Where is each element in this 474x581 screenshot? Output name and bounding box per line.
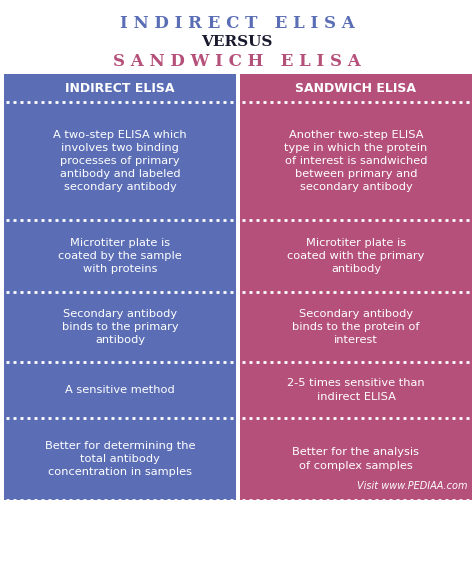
Text: A two-step ELISA which
involves two binding
processes of primary
antibody and la: A two-step ELISA which involves two bind… — [53, 130, 187, 192]
Bar — [4, 292, 236, 362]
Text: Microtiter plate is
coated by the sample
with proteins: Microtiter plate is coated by the sample… — [58, 238, 182, 274]
Text: A sensitive method: A sensitive method — [65, 385, 175, 395]
Text: Secondary antibody
binds to the protein of
interest: Secondary antibody binds to the protein … — [292, 309, 420, 345]
Bar — [240, 220, 472, 292]
Text: SANDWICH ELISA: SANDWICH ELISA — [295, 81, 417, 95]
Text: S A N D W I C H   E L I S A: S A N D W I C H E L I S A — [113, 52, 361, 70]
Bar — [4, 102, 236, 220]
Text: Better for the analysis
of complex samples: Better for the analysis of complex sampl… — [292, 447, 419, 471]
Bar — [240, 102, 472, 220]
Text: Another two-step ELISA
type in which the protein
of interest is sandwiched
betwe: Another two-step ELISA type in which the… — [284, 130, 428, 192]
Text: Secondary antibody
binds to the primary
antibody: Secondary antibody binds to the primary … — [62, 309, 178, 345]
Text: I N D I R E C T   E L I S A: I N D I R E C T E L I S A — [119, 15, 355, 31]
Text: INDIRECT ELISA: INDIRECT ELISA — [65, 81, 175, 95]
Bar — [240, 362, 472, 418]
Text: Better for determining the
total antibody
concentration in samples: Better for determining the total antibod… — [45, 441, 195, 477]
Text: Microtiter plate is
coated with the primary
antibody: Microtiter plate is coated with the prim… — [287, 238, 425, 274]
Bar — [240, 418, 472, 500]
Bar — [240, 292, 472, 362]
Bar — [4, 220, 236, 292]
Text: 2-5 times sensitive than
indirect ELISA: 2-5 times sensitive than indirect ELISA — [287, 378, 425, 401]
Text: VERSUS: VERSUS — [201, 35, 273, 49]
Text: Visit www.PEDIAA.com: Visit www.PEDIAA.com — [357, 481, 468, 491]
Bar — [4, 418, 236, 500]
Bar — [236, 74, 240, 581]
Bar — [4, 74, 236, 102]
Bar — [4, 362, 236, 418]
Bar — [240, 74, 472, 102]
